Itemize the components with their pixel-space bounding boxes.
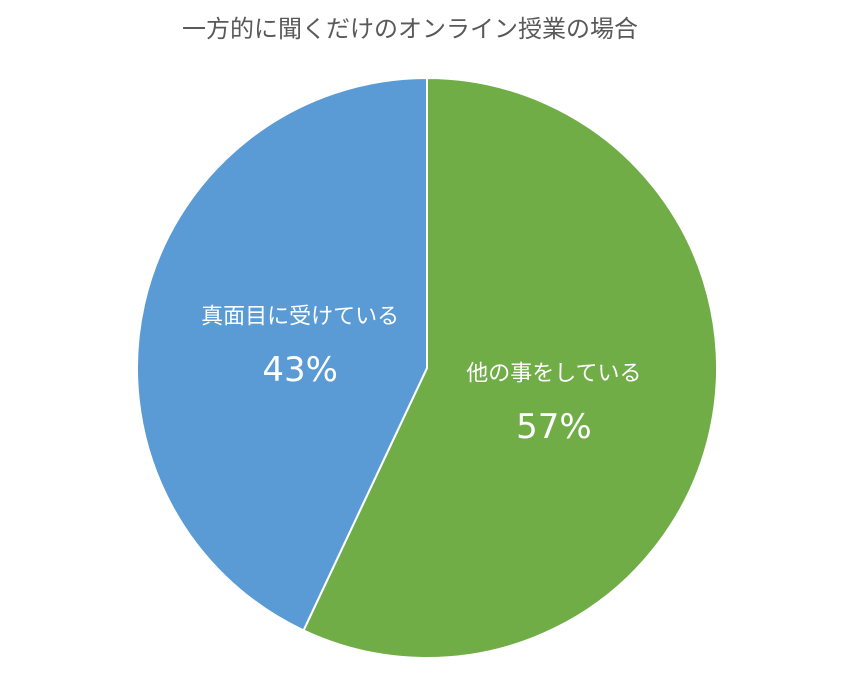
pie-slice xyxy=(302,76,718,659)
slice-label: 他の事をしている xyxy=(466,361,641,386)
value-label: 57% xyxy=(516,407,592,447)
chart-title: 一方的に聞くだけのオンライン授業の場合 xyxy=(182,15,638,43)
value-label: 43% xyxy=(262,350,338,390)
pie-slice xyxy=(136,76,428,632)
slice-label: 真面目に受けている xyxy=(201,305,399,330)
